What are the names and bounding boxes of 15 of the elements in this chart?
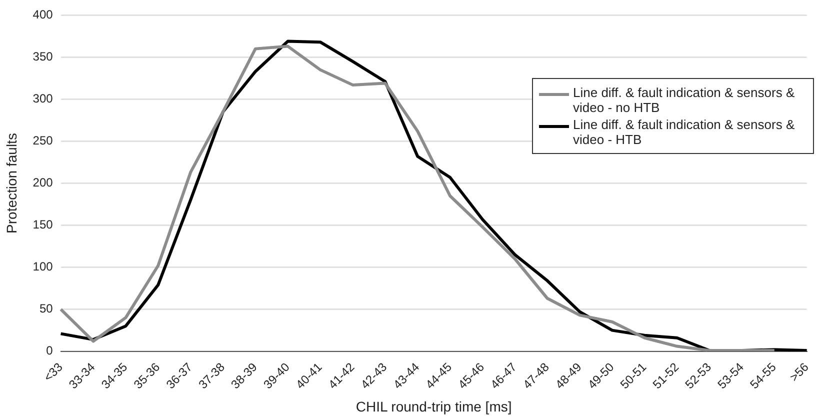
y-axis-title: Protection faults (3, 133, 20, 234)
y-tick-label: 100 (32, 260, 54, 274)
y-tick-label: 150 (32, 218, 54, 232)
legend-label: Line diff. & fault indication & sensors & video - HTB (573, 117, 796, 147)
y-tick-label: 50 (39, 302, 54, 316)
y-tick-label: 200 (32, 176, 54, 190)
x-tick-label: >56 (786, 360, 812, 384)
y-tick-label: 0 (46, 344, 54, 358)
y-tick-label: 400 (32, 8, 54, 22)
x-tick-label: <33 (40, 360, 66, 384)
y-tick-label: 350 (32, 50, 54, 64)
x-axis-title: CHIL round-trip time [ms] (356, 398, 512, 414)
legend-label: Line diff. & fault indication & sensors & video - no HTB (573, 85, 796, 115)
y-tick-label: 300 (32, 92, 54, 106)
y-tick-label: 250 (32, 134, 54, 148)
